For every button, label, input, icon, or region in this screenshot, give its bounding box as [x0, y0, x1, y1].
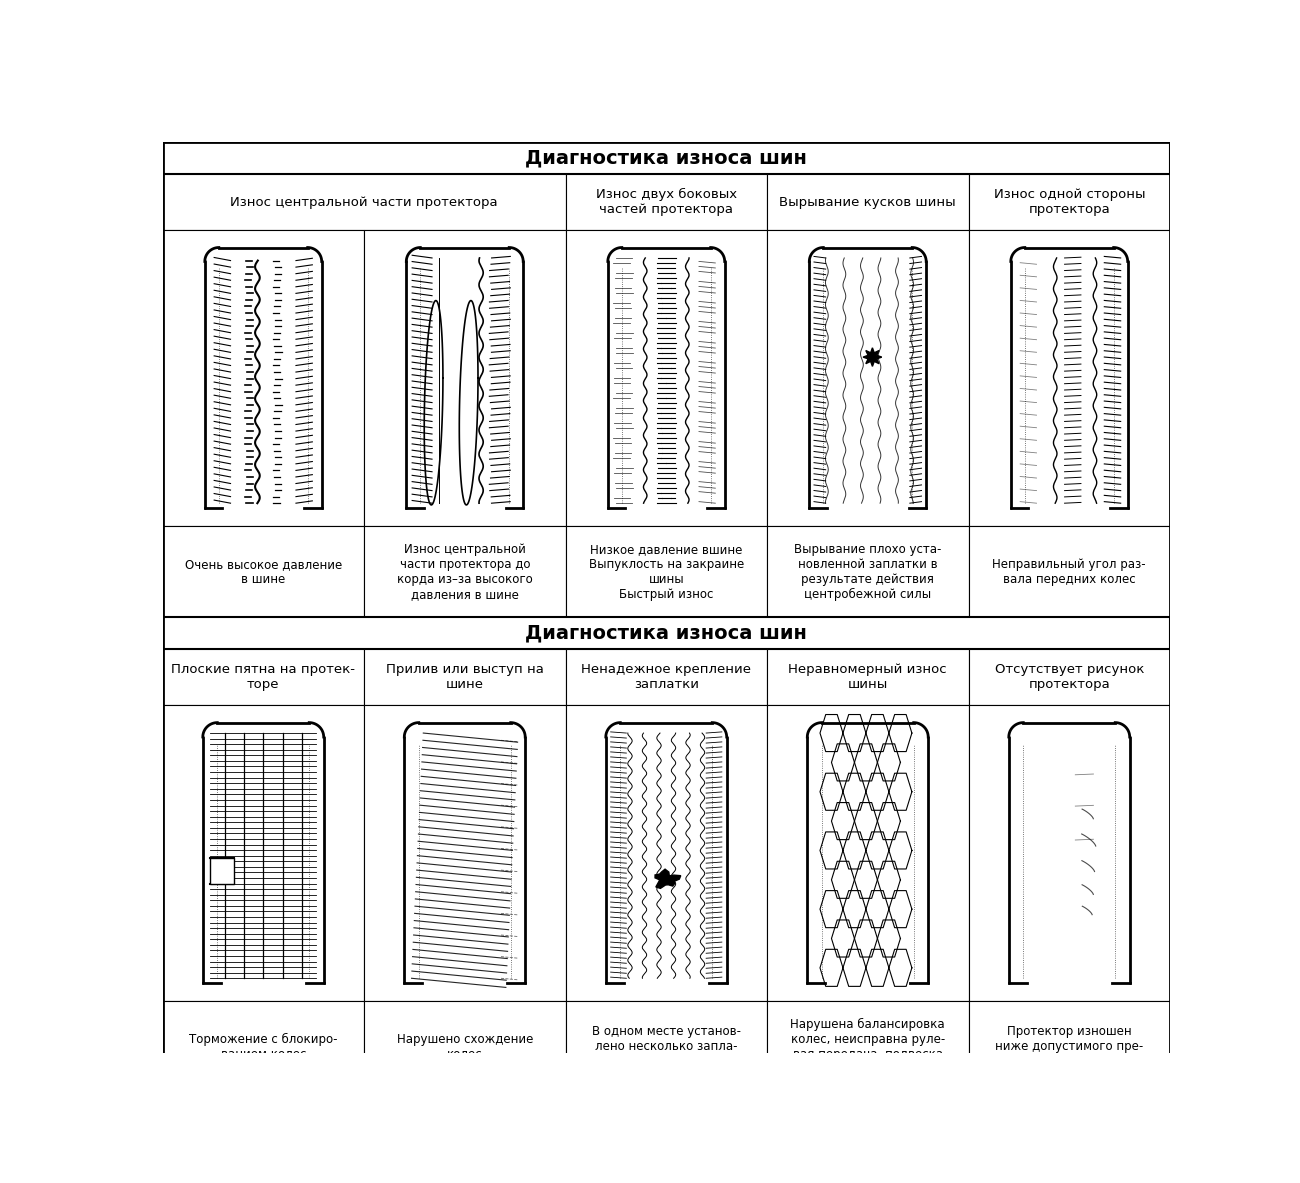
Bar — [364, 526, 566, 618]
Text: В одном месте установ-
лено несколько запла-
ток: В одном месте установ- лено несколько за… — [592, 1026, 741, 1068]
Bar — [162, 649, 364, 705]
Bar — [162, 230, 364, 526]
Text: Износ центральной части протектора: Износ центральной части протектора — [230, 195, 498, 208]
Bar — [162, 705, 364, 1001]
Bar — [364, 649, 566, 705]
Bar — [364, 1001, 566, 1092]
Text: Износ двух боковых
частей протектора: Износ двух боковых частей протектора — [595, 188, 737, 216]
Bar — [162, 174, 566, 230]
Text: Износ одной стороны
протектора: Износ одной стороны протектора — [993, 188, 1145, 216]
Text: Диагностика износа шин: Диагностика износа шин — [525, 623, 807, 642]
Bar — [566, 705, 767, 1001]
Text: Износ центральной
части протектора до
корда из–за высокого
давления в шине: Износ центральной части протектора до ко… — [396, 543, 533, 601]
Bar — [767, 230, 968, 526]
Bar — [364, 705, 566, 1001]
Polygon shape — [655, 870, 681, 888]
Text: Диагностика износа шин: Диагностика износа шин — [525, 149, 807, 168]
Text: Нарушена балансировка
колес, неисправна руле-
вая передача, подвеска
или подшипн: Нарушена балансировка колес, неисправна … — [790, 1017, 945, 1075]
Text: Вырывание плохо уста-
новленной заплатки в
результате действия
центробежной силы: Вырывание плохо уста- новленной заплатки… — [794, 543, 941, 601]
Text: Низкое давление вшине
Выпуклость на закраине
шины
Быстрый износ: Низкое давление вшине Выпуклость на закр… — [589, 543, 744, 601]
Bar — [566, 174, 767, 230]
Bar — [968, 705, 1170, 1001]
Bar — [968, 174, 1170, 230]
Bar — [566, 526, 767, 618]
Bar — [162, 618, 1170, 649]
Bar — [364, 230, 566, 526]
Text: Неправильный угол раз-
вала передних колес: Неправильный угол раз- вала передних кол… — [992, 557, 1147, 586]
Bar — [767, 1001, 968, 1092]
Bar — [767, 174, 968, 230]
Text: Ненадежное крепление
заплатки: Ненадежное крепление заплатки — [581, 664, 751, 691]
Bar — [767, 649, 968, 705]
Bar — [968, 526, 1170, 618]
Bar — [162, 142, 1170, 174]
Text: Торможение с блокиро-
ванием колес: Торможение с блокиро- ванием колес — [188, 1033, 338, 1061]
Bar — [968, 649, 1170, 705]
Text: Вырывание кусков шины: Вырывание кусков шины — [780, 195, 956, 208]
Text: Прилив или выступ на
шине: Прилив или выступ на шине — [386, 664, 543, 691]
Text: Очень высокое давление
в шине: Очень высокое давление в шине — [185, 557, 342, 586]
Bar — [566, 1001, 767, 1092]
Text: Плоские пятна на протек-
торе: Плоские пятна на протек- торе — [172, 664, 355, 691]
Text: Отсутствует рисунок
протектора: Отсутствует рисунок протектора — [994, 664, 1144, 691]
Text: Нарушено схождение
колес: Нарушено схождение колес — [396, 1033, 533, 1061]
Bar — [767, 705, 968, 1001]
Text: Неравномерный износ
шины: Неравномерный износ шины — [788, 664, 948, 691]
Polygon shape — [863, 348, 881, 367]
Bar — [566, 649, 767, 705]
Bar — [968, 1001, 1170, 1092]
Bar — [566, 230, 767, 526]
Text: Протектор изношен
ниже допустимого пре-
дела: Протектор изношен ниже допустимого пре- … — [994, 1026, 1144, 1068]
Bar — [211, 859, 234, 885]
Bar — [162, 1001, 364, 1092]
Bar — [968, 230, 1170, 526]
Bar — [767, 526, 968, 618]
Bar — [162, 526, 364, 618]
